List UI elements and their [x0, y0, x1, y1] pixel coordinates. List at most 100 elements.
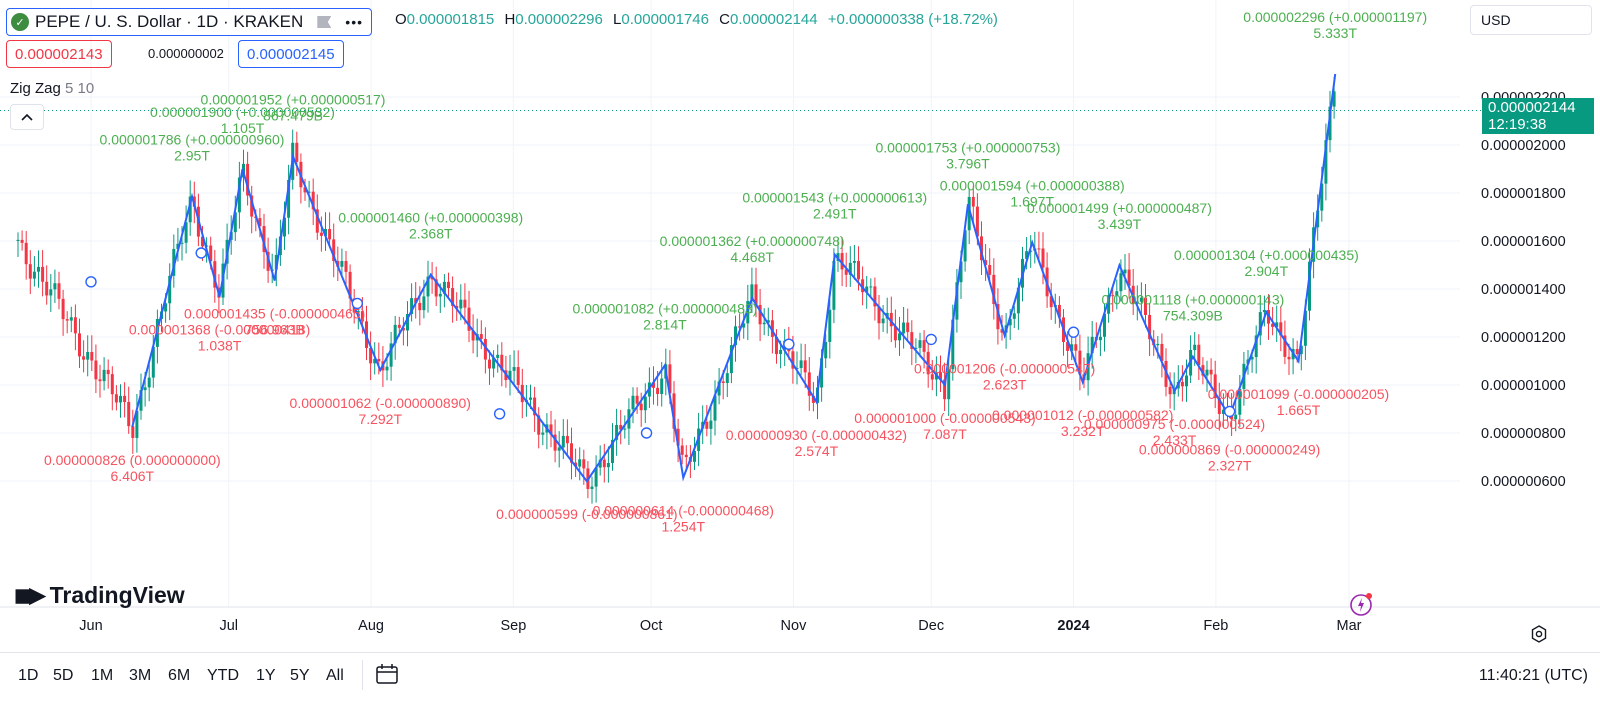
symbol-header[interactable]: ✓ PEPE / U. S. Dollar · 1D · KRAKEN •••: [6, 8, 373, 36]
candle-body: [287, 179, 291, 218]
event-marker-icon[interactable]: [783, 338, 795, 350]
candle-body: [393, 324, 397, 344]
candle-body: [106, 369, 110, 375]
candle-body: [201, 236, 204, 247]
event-marker-icon[interactable]: [640, 427, 653, 439]
pivot-volume-label: 1.665T: [1277, 402, 1321, 418]
candle-body: [516, 367, 520, 385]
settings-gear-icon[interactable]: [1530, 625, 1548, 643]
candle-body: [1193, 344, 1197, 351]
candle-body: [1308, 261, 1311, 311]
candle-body: [738, 326, 742, 328]
pivot-price-label: 0.000001099 (-0.000000205): [1208, 386, 1389, 402]
event-marker-icon[interactable]: [351, 297, 363, 310]
candle-body: [213, 261, 217, 288]
candle-body: [717, 381, 721, 396]
go-to-date-calendar-icon[interactable]: [375, 662, 399, 686]
pepe-coin-icon: ✓: [11, 13, 29, 31]
pivot-volume-label: 2.491T: [813, 206, 857, 222]
range-6m[interactable]: 6M: [168, 667, 191, 684]
candle-body: [943, 379, 947, 400]
high-label: H: [504, 11, 516, 28]
utc-clock[interactable]: 11:40:21 (UTC): [1478, 667, 1588, 684]
event-marker-icon[interactable]: [493, 408, 506, 420]
candle-body: [406, 314, 409, 331]
candle-body: [631, 395, 635, 410]
candle-body: [184, 222, 188, 243]
candle-body: [82, 356, 86, 360]
candle-body: [1012, 313, 1016, 319]
candle-body: [90, 352, 94, 361]
event-marker-icon[interactable]: [925, 333, 937, 346]
candle-body: [529, 397, 532, 400]
tradingview-logo[interactable]: ◼▶ TradingView: [14, 582, 185, 609]
candle-body: [32, 271, 36, 279]
candle-body: [57, 283, 61, 299]
pivot-volume-label: 2.433T: [1153, 432, 1197, 448]
range-all[interactable]: All: [326, 667, 344, 684]
candle-body: [893, 326, 897, 341]
range-ytd[interactable]: YTD: [207, 667, 239, 684]
candle-body: [639, 403, 643, 411]
range-1d[interactable]: 1D: [18, 667, 39, 684]
currency-select[interactable]: USD: [1470, 5, 1592, 35]
more-options-icon[interactable]: •••: [345, 14, 364, 30]
high-value: 0.000002296: [515, 11, 603, 28]
candle-body: [795, 367, 799, 369]
event-marker-icon[interactable]: [85, 276, 97, 288]
indicator-params: 5 10: [65, 80, 95, 97]
candle-body: [1103, 313, 1106, 337]
candle-body: [561, 435, 565, 448]
open-value: 0.000001815: [406, 11, 495, 28]
candle-body: [668, 364, 672, 394]
price-axis-label: 0.000001200: [1481, 330, 1566, 346]
candle-body: [758, 304, 762, 325]
pivot-volume-label: 2.814T: [643, 316, 687, 332]
sell-price-button[interactable]: 0.000002143: [6, 40, 112, 68]
candle-body: [680, 445, 684, 455]
event-marker-icon[interactable]: [195, 247, 207, 259]
candle-body: [602, 459, 606, 468]
candle-body: [889, 312, 893, 327]
candle-body: [1070, 344, 1074, 351]
event-marker-icon[interactable]: [1223, 405, 1236, 418]
candle-body: [467, 307, 471, 331]
flag-icon[interactable]: [317, 16, 332, 28]
lightning-icon[interactable]: [1349, 591, 1375, 617]
candle-body: [1115, 291, 1119, 296]
buy-price-button[interactable]: 0.000002145: [238, 40, 344, 68]
candle-body: [660, 378, 664, 395]
candle-body: [762, 322, 766, 325]
candle-body: [865, 286, 869, 293]
candle-body: [488, 359, 491, 369]
candle-body: [869, 286, 873, 288]
candle-body: [356, 311, 360, 313]
pivot-volume-label: 2.368T: [409, 226, 453, 242]
event-marker-icon[interactable]: [1067, 326, 1080, 338]
candle-body: [1234, 414, 1238, 420]
candle-body: [980, 236, 983, 261]
range-3m[interactable]: 3M: [129, 667, 152, 684]
candle-body: [1107, 295, 1111, 314]
candle-body: [168, 275, 172, 304]
candle-body: [582, 459, 586, 469]
indicator-legend[interactable]: Zig Zag 5 10: [10, 80, 94, 97]
candle-body: [131, 426, 135, 438]
collapse-legend-button[interactable]: [10, 104, 44, 130]
range-1y[interactable]: 1Y: [256, 667, 276, 684]
candle-body: [557, 447, 561, 451]
candle-body: [598, 459, 602, 468]
pivot-price-label: 0.000000869 (-0.000000249): [1139, 441, 1320, 457]
candle-body: [102, 369, 106, 382]
candle-body: [537, 415, 541, 435]
candle-body: [996, 304, 1000, 330]
candle-body: [1057, 304, 1061, 318]
candle-body: [237, 177, 241, 213]
candle-body: [947, 369, 951, 400]
time-axis-label: Oct: [640, 618, 663, 634]
range-5d[interactable]: 5D: [53, 667, 74, 684]
candle-body: [123, 395, 127, 402]
range-1m[interactable]: 1M: [91, 667, 114, 684]
range-5y[interactable]: 5Y: [290, 667, 310, 684]
